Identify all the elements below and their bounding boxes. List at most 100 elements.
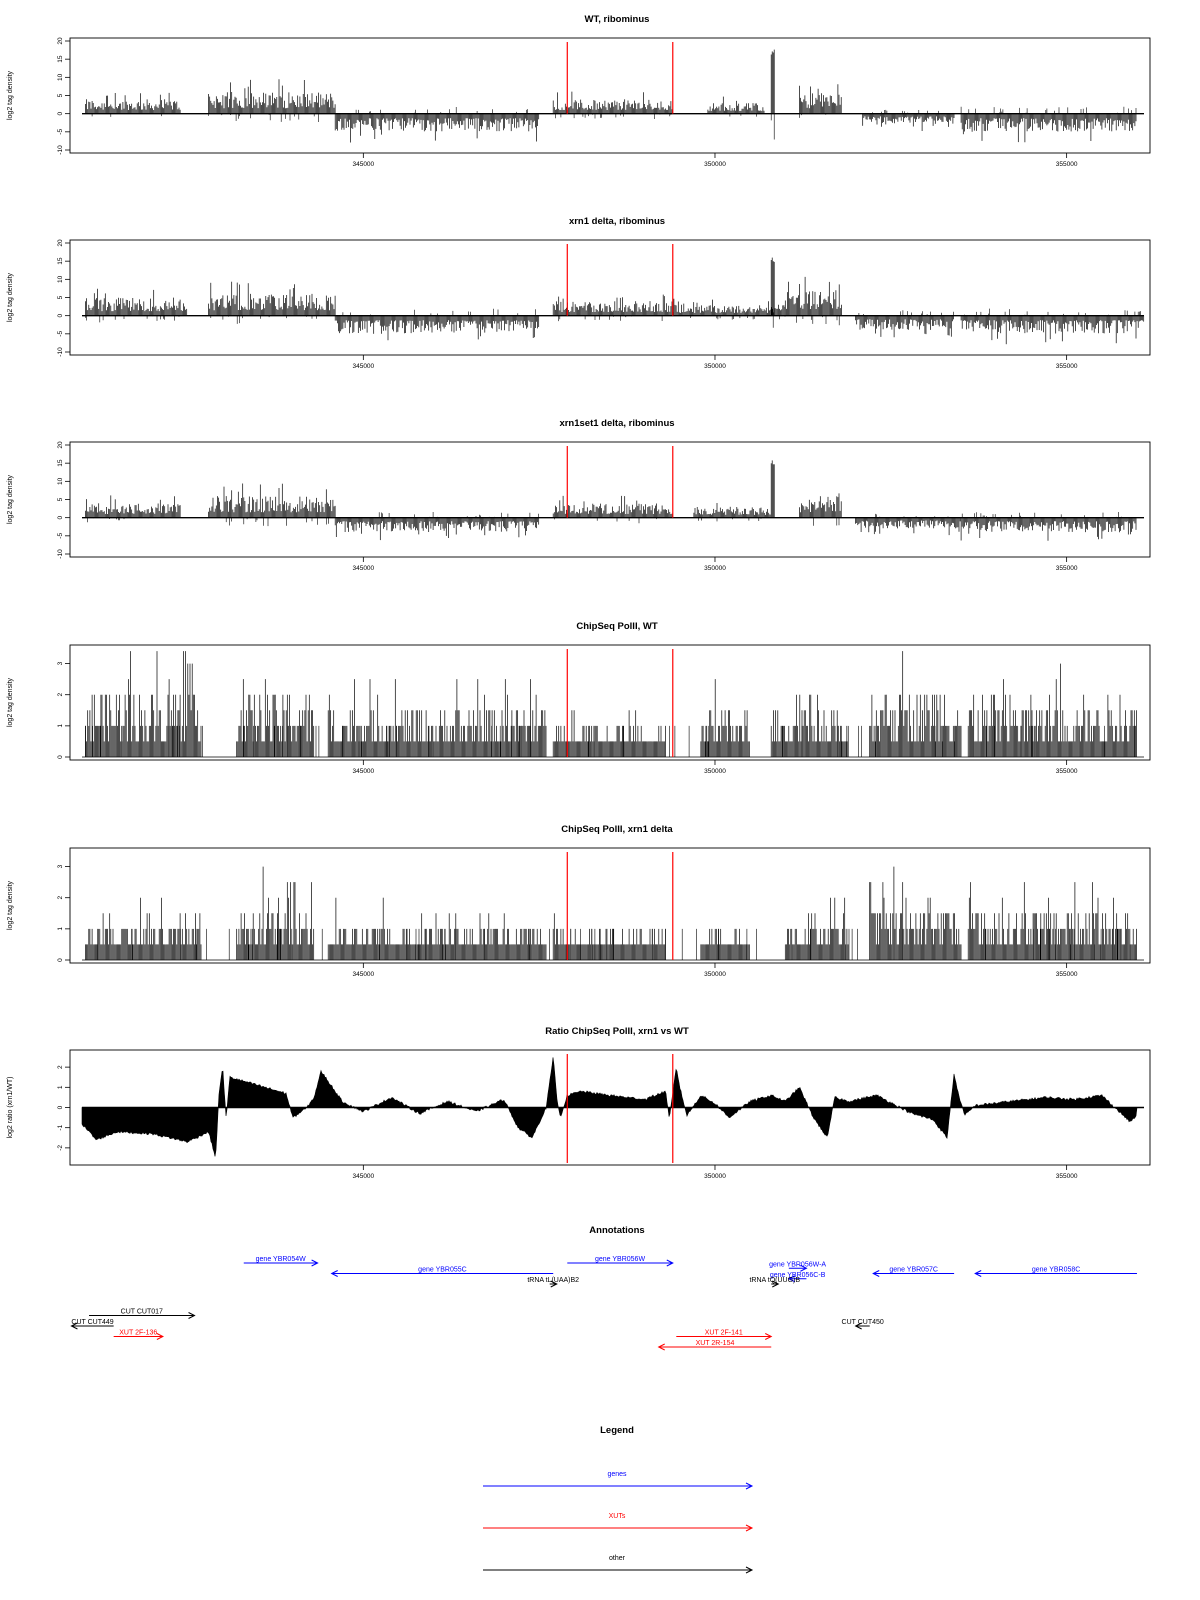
- y-tick-label: 5: [57, 93, 64, 97]
- feature-arrow-head: [800, 1264, 808, 1272]
- y-tick-label: 0: [57, 1105, 64, 1109]
- y-tick-label: -5: [57, 533, 64, 539]
- x-tick-label: 355000: [1056, 363, 1078, 370]
- legend-arrow-head: [745, 1524, 754, 1532]
- panel-title: ChipSeq PolII, xrn1 delta: [561, 824, 673, 835]
- x-tick-label: 355000: [1056, 565, 1078, 572]
- panel-3: xrn1set1 delta, ribominus log2 tag densit…: [7, 418, 1151, 572]
- feature-label: gene YBR058C: [1032, 1267, 1081, 1274]
- feature-arrow-head: [666, 1259, 674, 1267]
- x-tick-label: 355000: [1056, 161, 1078, 168]
- y-tick-label: 0: [57, 755, 64, 759]
- feature-label: CUT CUT450: [842, 1319, 884, 1326]
- x-tick-label: 345000: [352, 1173, 374, 1180]
- feature-label: gene YBR056C-B: [770, 1272, 826, 1279]
- y-tick-label: -2: [57, 1145, 64, 1151]
- annotation-feature: XUT 2R-154: [657, 1340, 772, 1351]
- y-tick-label: 2: [57, 1065, 64, 1069]
- panel-4: ChipSeq PolII, WT log2 tag density 0 1 2 3 345…: [7, 621, 1151, 775]
- annotation-feature: tRNA tQ(UUG)B: [749, 1277, 800, 1288]
- panel-title: Ratio ChipSeq PolII, xrn1 vs WT: [545, 1026, 689, 1037]
- feature-label: gene YBR056W-A: [769, 1261, 826, 1268]
- y-axis-label: log2 tag density: [7, 70, 14, 120]
- panel-6: Ratio ChipSeq PolII, xrn1 vs WT log2 rati…: [7, 1026, 1151, 1180]
- y-tick-label: 5: [57, 295, 64, 299]
- feature-arrow-head: [188, 1312, 196, 1319]
- panel-title: xrn1 delta, ribominus: [569, 216, 665, 227]
- annotations-panel: Annotations gene YBR054W gene YBR055C gene…: [70, 1225, 1137, 1351]
- y-tick-label: 3: [57, 864, 64, 868]
- legend-panel: Legend genes XUTs other: [483, 1425, 754, 1574]
- annotation-feature: gene YBR056C-B: [770, 1272, 826, 1283]
- feature-label: CUT CUT449: [71, 1319, 113, 1326]
- legend-item: other: [483, 1555, 754, 1574]
- y-tick-label: -10: [57, 145, 64, 155]
- x-tick-label: 350000: [704, 161, 726, 168]
- feature-arrow-head: [872, 1270, 880, 1277]
- annotation-feature: XUT 2F-136: [113, 1330, 164, 1340]
- y-tick-label: 20: [57, 239, 64, 247]
- y-tick-label: 1: [57, 927, 64, 931]
- y-tick-label: 0: [57, 515, 64, 519]
- y-tick-label: 0: [57, 958, 64, 962]
- feature-arrow-head: [772, 1280, 780, 1288]
- plot-frame: [69, 644, 1151, 761]
- x-tick-label: 350000: [704, 971, 726, 978]
- y-axis-label: log2 tag density: [7, 474, 14, 524]
- plot-frame: [69, 847, 1151, 964]
- feature-label: gene YBR055C: [418, 1267, 467, 1274]
- annotation-feature: gene YBR056W: [567, 1256, 674, 1267]
- x-tick-label: 345000: [352, 768, 374, 775]
- legend-arrow-head: [745, 1566, 754, 1574]
- y-axis-label: log2 ratio (xrn1/WT): [7, 1077, 14, 1139]
- data-marks: [85, 49, 1137, 143]
- y-tick-label: 1: [57, 724, 64, 728]
- annotation-feature: tRNA tL(UAA)B2: [527, 1277, 579, 1288]
- legend-arrow-head: [745, 1482, 754, 1490]
- annotation-feature: CUT CUT450: [842, 1319, 884, 1330]
- feature-arrow-head: [974, 1270, 982, 1277]
- data-marks: [85, 257, 1145, 345]
- x-tick-label: 355000: [1056, 768, 1078, 775]
- y-tick-label: 20: [57, 441, 64, 449]
- feature-arrow-head: [156, 1333, 164, 1340]
- feature-label: XUT 2R-154: [696, 1340, 735, 1347]
- annotation-feature: CUT CUT449: [70, 1319, 114, 1330]
- y-tick-label: -10: [57, 549, 64, 559]
- annotation-feature: gene YBR055C: [330, 1267, 554, 1277]
- legend-title: Legend: [600, 1425, 634, 1436]
- legend-label: other: [609, 1555, 626, 1562]
- annotation-feature: gene YBR058C: [974, 1267, 1137, 1277]
- y-axis-label: log2 tag density: [7, 272, 14, 322]
- y-tick-label: 3: [57, 661, 64, 665]
- panel-title: xrn1set1 delta, ribominus: [559, 418, 674, 429]
- feature-arrow-head: [330, 1270, 338, 1277]
- feature-arrow-head: [311, 1259, 319, 1267]
- x-tick-label: 350000: [704, 1173, 726, 1180]
- feature-arrow-head: [550, 1280, 558, 1288]
- x-tick-label: 345000: [352, 565, 374, 572]
- feature-arrow-head: [787, 1275, 796, 1283]
- data-marks: [85, 651, 1137, 757]
- feature-label: tRNA tQ(UUG)B: [749, 1277, 800, 1284]
- data-marks: [85, 866, 1137, 960]
- panel-5: ChipSeq PolII, xrn1 delta log2 tag densit…: [7, 824, 1151, 978]
- y-tick-label: 2: [57, 693, 64, 697]
- plot-frame: [69, 239, 1151, 356]
- plot-frame: [69, 1049, 1151, 1166]
- feature-arrow-head: [765, 1333, 773, 1340]
- y-tick-label: 1: [57, 1085, 64, 1089]
- y-axis-label: log2 tag density: [7, 677, 14, 727]
- x-tick-label: 355000: [1056, 1173, 1078, 1180]
- y-tick-label: 0: [57, 313, 64, 317]
- y-tick-label: -5: [57, 331, 64, 337]
- panel-title: WT, ribominus: [585, 14, 650, 25]
- annotation-feature: XUT 2F-141: [676, 1330, 773, 1340]
- y-tick-label: 5: [57, 497, 64, 501]
- feature-label: XUT 2F-141: [705, 1330, 743, 1337]
- feature-label: tRNA tL(UAA)B2: [527, 1277, 579, 1284]
- y-axis-label: log2 tag density: [7, 880, 14, 930]
- legend-label: XUTs: [609, 1513, 626, 1520]
- annotations-title: Annotations: [589, 1225, 644, 1236]
